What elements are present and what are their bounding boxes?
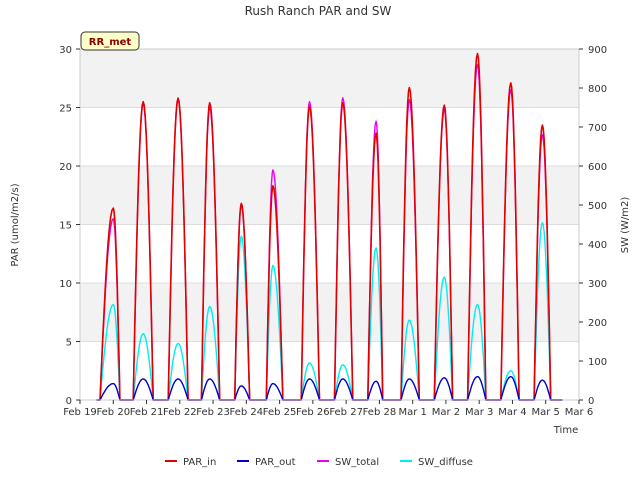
y-left-tick-label: 25 bbox=[59, 104, 72, 115]
y-right-tick-label: 600 bbox=[588, 162, 607, 173]
axis-ticks: Feb 19 Feb 20 Feb 21 Feb 22 Feb 23 Feb 24 Feb … bbox=[59, 45, 607, 418]
x-tick-label: Feb 26 bbox=[296, 407, 330, 418]
station-badge-label: RR_met bbox=[89, 37, 132, 48]
station-badge: RR_met bbox=[80, 31, 140, 51]
y-right-tick-label: 300 bbox=[588, 279, 607, 290]
y-left-tick-label: 5 bbox=[66, 338, 72, 349]
x-tick-label: Mar 2 bbox=[432, 407, 460, 418]
x-tick-label: Feb 28 bbox=[363, 407, 397, 418]
y-right-tick-label: 0 bbox=[588, 396, 594, 407]
x-tick-label: Feb 21 bbox=[130, 407, 164, 418]
x-tick-label: Mar 3 bbox=[465, 407, 493, 418]
x-tick-label: Mar 6 bbox=[565, 407, 593, 418]
legend: PAR_in PAR_out SW_total SW_diffuse bbox=[165, 457, 473, 468]
background-band bbox=[80, 283, 579, 342]
y-left-tick-label: 15 bbox=[59, 221, 72, 232]
y-left-axis-title: PAR (umol/m2/s) bbox=[10, 183, 21, 266]
y-right-tick-label: 200 bbox=[588, 318, 607, 329]
y-left-tick-label: 20 bbox=[59, 162, 72, 173]
y-right-tick-label: 400 bbox=[588, 240, 607, 251]
series-line-par-out bbox=[96, 375, 563, 401]
y-left-tick-label: 10 bbox=[59, 279, 72, 290]
chart-title: Rush Ranch PAR and SW bbox=[245, 4, 392, 18]
x-tick-label: Feb 19 bbox=[63, 407, 97, 418]
y-right-tick-label: 100 bbox=[588, 357, 607, 368]
y-right-axis-title: SW (W/m2) bbox=[620, 197, 631, 254]
legend-label: PAR_in bbox=[183, 457, 216, 468]
x-axis-title: Time bbox=[553, 425, 578, 436]
x-tick-label: Feb 25 bbox=[263, 407, 297, 418]
x-tick-label: Feb 20 bbox=[96, 407, 130, 418]
background-band bbox=[80, 49, 579, 108]
legend-label: SW_total bbox=[335, 457, 379, 468]
x-tick-label: Feb 22 bbox=[163, 407, 197, 418]
plot-background-bands bbox=[80, 49, 579, 342]
x-tick-label: Mar 4 bbox=[498, 407, 526, 418]
series-line-sw-total bbox=[96, 63, 563, 401]
legend-label: PAR_out bbox=[255, 457, 296, 468]
legend-label: SW_diffuse bbox=[418, 457, 473, 468]
x-tick-label: Feb 24 bbox=[230, 407, 264, 418]
y-left-tick-label: 0 bbox=[66, 396, 72, 407]
background-band bbox=[80, 166, 579, 225]
y-right-tick-label: 500 bbox=[588, 201, 607, 212]
x-tick-label: Mar 1 bbox=[398, 407, 426, 418]
x-tick-label: Feb 23 bbox=[196, 407, 230, 418]
y-right-tick-label: 900 bbox=[588, 45, 607, 56]
y-right-tick-label: 700 bbox=[588, 123, 607, 134]
y-right-tick-label: 800 bbox=[588, 84, 607, 95]
x-tick-label: Feb 27 bbox=[329, 407, 363, 418]
x-tick-label: Mar 5 bbox=[532, 407, 560, 418]
station-badge-box bbox=[80, 31, 140, 51]
y-left-tick-label: 30 bbox=[59, 45, 72, 56]
